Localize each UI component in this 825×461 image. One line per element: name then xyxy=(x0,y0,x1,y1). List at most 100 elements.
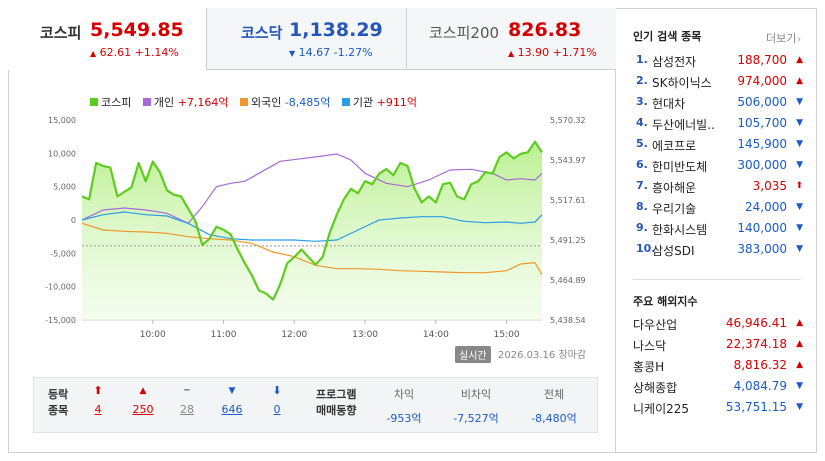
breadth-rising[interactable]: ▲ 250 xyxy=(128,384,158,416)
stock-name[interactable]: 우리기술 xyxy=(652,202,697,216)
global-index-item[interactable]: 나스닥 22,374.18 ▲ xyxy=(633,337,805,358)
index-price: 8,816.32 xyxy=(733,358,787,372)
change-text: 14.67 -1.27% xyxy=(298,46,373,59)
x-tick-label: 10:00 xyxy=(140,330,166,340)
index-name[interactable]: 나스닥 xyxy=(633,339,667,353)
rank-number: 3. xyxy=(636,95,648,108)
breadth-count[interactable]: 646 xyxy=(221,403,243,416)
legend-item-individual: 개인 +7,164억 xyxy=(142,96,228,109)
popular-stock-item[interactable]: 6. 한미반도체 300,000 ▼ xyxy=(633,158,805,179)
breadth-flat[interactable]: ━ 28 xyxy=(172,384,202,416)
breadth-count[interactable]: 28 xyxy=(180,403,194,416)
realtime-badge[interactable]: 실시간 xyxy=(455,346,491,363)
popular-stock-item[interactable]: 7. 흥아해운 3,035 ⬆ xyxy=(633,179,805,200)
global-index-item[interactable]: 니케이225 53,751.15 ▼ xyxy=(633,400,805,421)
tab-name: 코스피200 xyxy=(429,24,500,42)
index-name[interactable]: 니케이225 xyxy=(633,402,690,416)
popular-stock-item[interactable]: 1. 삼성전자 188,700 ▲ xyxy=(633,53,805,74)
down-arrow-icon: ▼ xyxy=(796,139,803,149)
stock-name[interactable]: 삼성전자 xyxy=(652,55,697,69)
breadth-label-line1: 등락 xyxy=(48,388,69,401)
index-name[interactable]: 홍콩H xyxy=(633,360,665,374)
legend-value: -8,485억 xyxy=(284,96,331,109)
popular-stock-item[interactable]: 5. 에코프로 145,900 ▼ xyxy=(633,137,805,158)
program-header: 비차익 xyxy=(460,388,492,401)
down-arrow-icon: ▼ xyxy=(796,160,803,170)
popular-stock-item[interactable]: 9. 한화시스템 140,000 ▼ xyxy=(633,221,805,242)
program-label-line1: 프로그램 xyxy=(316,388,357,401)
program-header: 전체 xyxy=(543,388,565,401)
legend-item-kospi: 코스피 xyxy=(90,96,131,109)
rank-number: 2. xyxy=(636,74,648,87)
rank-number: 6. xyxy=(636,158,648,171)
legend-swatch xyxy=(90,98,98,106)
breadth-upper-limit[interactable]: ⬆ 4 xyxy=(83,384,113,416)
tab-kospi200[interactable]: 코스피200 826.83 ▲ 13.90 +1.71% xyxy=(406,8,616,70)
y-right-tick-label: 5,491.25 xyxy=(550,236,586,245)
up-arrow-icon: ▲ xyxy=(796,55,803,65)
stock-name[interactable]: 두산에너빌.. xyxy=(652,118,715,132)
stock-price: 140,000 xyxy=(737,221,787,235)
program-total: 전체 -8,480억 xyxy=(524,386,584,426)
breadth-count[interactable]: 4 xyxy=(94,403,102,416)
breadth-count[interactable]: 250 xyxy=(132,403,154,416)
stock-price: 506,000 xyxy=(737,95,787,109)
global-index-item[interactable]: 홍콩H 8,816.32 ▲ xyxy=(633,358,805,379)
stock-name[interactable]: 한화시스템 xyxy=(652,223,708,237)
down-arrow-icon: ▼ xyxy=(796,97,803,107)
breadth-falling[interactable]: ▼ 646 xyxy=(217,384,247,416)
up-arrow-icon: ▲ xyxy=(796,318,803,328)
down-arrow-icon: ▼ xyxy=(796,223,803,233)
breadth-count[interactable]: 0 xyxy=(273,403,281,416)
popular-stock-item[interactable]: 8. 우리기술 24,000 ▼ xyxy=(633,200,805,221)
global-index-item[interactable]: 상해종합 4,084.79 ▼ xyxy=(633,379,805,400)
tab-name: 코스닥 xyxy=(241,24,283,42)
up-arrow-icon: ▲ xyxy=(508,49,515,58)
stock-price: 300,000 xyxy=(737,158,787,172)
popular-title: 인기 검색 종목 xyxy=(633,30,702,43)
stock-name[interactable]: SK하이닉스 xyxy=(652,76,712,90)
stock-name[interactable]: 현대차 xyxy=(652,97,686,111)
stock-price: 188,700 xyxy=(737,53,787,67)
popular-stock-item[interactable]: 3. 현대차 506,000 ▼ xyxy=(633,95,805,116)
index-price: 22,374.18 xyxy=(725,337,787,351)
up-arrow-icon: ⬆ xyxy=(795,181,803,191)
stock-name[interactable]: 에코프로 xyxy=(652,139,697,153)
breadth-label-line2: 종목 xyxy=(48,404,69,417)
popular-list: 1. 삼성전자 188,700 ▲ 2. SK하이닉스 974,000 ▲ 3. 현대차 506,0… xyxy=(633,53,805,263)
legend-swatch xyxy=(239,98,248,106)
index-name[interactable]: 다우산업 xyxy=(633,318,678,332)
stock-price: 145,900 xyxy=(737,137,787,151)
index-change: ▼ 14.67 -1.27% xyxy=(289,46,373,59)
popular-stock-item[interactable]: 10. 삼성SDI 383,000 ▼ xyxy=(633,242,805,263)
y-left-tick-label: 10,000 xyxy=(48,149,76,158)
y-right-tick-label: 5,543.97 xyxy=(550,156,586,165)
more-link-label[interactable]: 더보기 xyxy=(766,32,797,45)
index-change: ▲ 13.90 +1.71% xyxy=(508,46,597,59)
breadth-lower-limit[interactable]: ⬇ 0 xyxy=(262,384,292,416)
tab-kosdaq[interactable]: 코스닥 1,138.29 ▼ 14.67 -1.27% xyxy=(206,8,406,70)
program-label: 프로그램 매매동향 xyxy=(316,387,356,419)
more-link[interactable]: 더보기› xyxy=(766,30,801,46)
up-arrow-icon: ▲ xyxy=(139,386,147,396)
index-name[interactable]: 상해종합 xyxy=(633,381,678,395)
tab-kospi[interactable]: 코스피 5,549.85 ▲ 62.61 +1.14% xyxy=(8,8,206,70)
stock-name[interactable]: 삼성SDI xyxy=(652,244,695,258)
stock-price: 3,035 xyxy=(752,179,787,193)
y-right-tick-label: 5,570.32 xyxy=(550,116,586,125)
x-tick-label: 15:00 xyxy=(494,330,520,340)
global-index-item[interactable]: 다우산업 46,946.41 ▲ xyxy=(633,316,805,337)
global-index-list: 다우산업 46,946.41 ▲ 나스닥 22,374.18 ▲ 홍콩H 8,816.32 ▲ 상… xyxy=(633,316,805,421)
stock-name[interactable]: 흥아해운 xyxy=(652,181,697,195)
legend-label: 코스피 xyxy=(101,96,132,109)
y-left-tick-label: -15,000 xyxy=(45,316,76,325)
flat-dash-icon: ━ xyxy=(184,386,190,396)
down-arrow-icon: ▼ xyxy=(796,118,803,128)
popular-stock-item[interactable]: 4. 두산에너빌.. 105,700 ▼ xyxy=(633,116,805,137)
program-non-arbitrage: 비차익 -7,527억 xyxy=(446,386,506,426)
index-change: ▲ 62.61 +1.14% xyxy=(90,46,179,59)
stock-name[interactable]: 한미반도체 xyxy=(652,160,708,174)
popular-stock-item[interactable]: 2. SK하이닉스 974,000 ▲ xyxy=(633,74,805,95)
x-tick-label: 14:00 xyxy=(423,330,449,340)
